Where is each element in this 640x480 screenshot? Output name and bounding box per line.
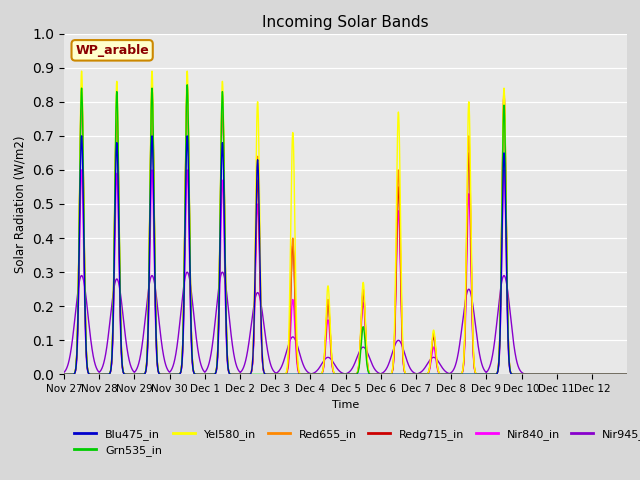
- Text: WP_arable: WP_arable: [76, 44, 149, 57]
- Title: Incoming Solar Bands: Incoming Solar Bands: [262, 15, 429, 30]
- Legend: Blu475_in, Grn535_in, Yel580_in, Red655_in, Redg715_in, Nir840_in, Nir945_in: Blu475_in, Grn535_in, Yel580_in, Red655_…: [70, 424, 640, 460]
- X-axis label: Time: Time: [332, 400, 359, 409]
- Y-axis label: Solar Radiation (W/m2): Solar Radiation (W/m2): [13, 135, 27, 273]
